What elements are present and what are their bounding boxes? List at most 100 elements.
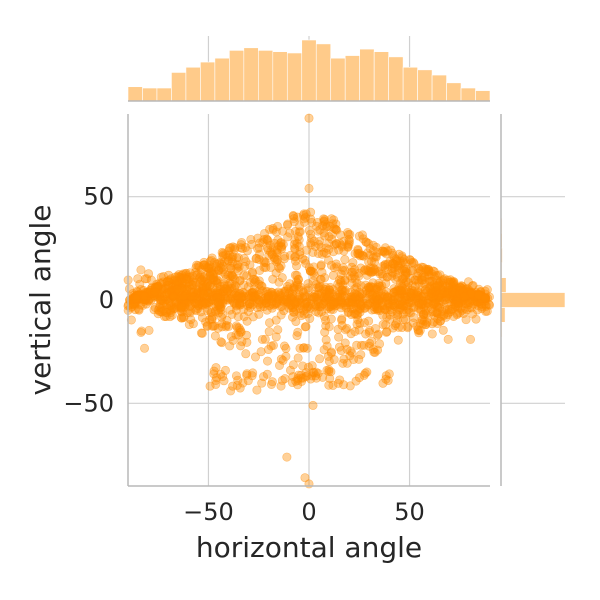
scatter-point (481, 301, 491, 311)
scatter-point (172, 284, 182, 294)
scatter-point (262, 305, 272, 315)
scatter-point (188, 319, 198, 329)
scatter-point (324, 322, 334, 332)
scatter-point (292, 331, 302, 341)
scatter-point (313, 368, 323, 378)
scatter-point (250, 352, 260, 362)
scatter-point (364, 316, 374, 326)
scatter-point (320, 273, 330, 283)
scatter-point (334, 275, 344, 285)
top-hist-bar (301, 39, 317, 102)
scatter-point (339, 354, 349, 364)
scatter-point (335, 238, 345, 248)
scatter-point (244, 299, 254, 309)
scatter-point (367, 290, 377, 300)
scatter-point (254, 255, 264, 265)
scatter-point (397, 253, 407, 263)
scatter-point (142, 274, 152, 284)
scatter-point (309, 270, 319, 280)
x-axis-label: horizontal angle (196, 531, 422, 564)
scatter-point (216, 337, 226, 347)
scatter-point (218, 261, 228, 271)
scatter-point (178, 313, 188, 323)
scatter-point (221, 283, 231, 293)
scatter-point (350, 289, 360, 299)
scatter-point (160, 312, 170, 322)
scatter-point (217, 247, 227, 257)
scatter-point (131, 294, 141, 304)
scatter-point (347, 278, 357, 288)
scatter-point (253, 244, 263, 254)
scatter-point (328, 270, 338, 280)
top-hist-bar (258, 50, 274, 102)
y-tick-label: 0 (99, 286, 114, 314)
scatter-point (218, 250, 228, 260)
scatter-point (133, 274, 143, 284)
scatter-point (303, 362, 313, 372)
scatter-point (251, 276, 261, 286)
scatter-point (314, 308, 324, 318)
top-hist-bar (373, 51, 389, 102)
scatter-point (311, 371, 321, 381)
scatter-point (216, 302, 226, 312)
scatter-point (234, 323, 244, 333)
scatter-point (208, 270, 218, 280)
scatter-point (211, 276, 221, 286)
scatter-point (289, 308, 299, 318)
scatter-point (353, 315, 363, 325)
scatter-point (364, 327, 374, 337)
scatter-point (306, 207, 316, 217)
scatter-point (401, 259, 411, 269)
scatter-point (374, 278, 384, 288)
scatter-point (288, 360, 298, 370)
scatter-point (455, 282, 465, 292)
scatter-point (301, 258, 311, 268)
scatter-point (285, 279, 295, 289)
scatter-point (266, 287, 276, 297)
scatter-point (236, 327, 246, 337)
scatter-point (414, 278, 424, 288)
scatter-point (191, 284, 201, 294)
scatter-point (388, 259, 398, 269)
scatter-point (241, 242, 251, 252)
scatter-point (211, 262, 221, 272)
scatter-point (393, 335, 403, 345)
scatter-point (409, 313, 419, 323)
scatter-point (349, 355, 359, 365)
y-axis-label: vertical angle (24, 205, 57, 396)
scatter-point (455, 308, 465, 318)
scatter-point (324, 244, 334, 254)
scatter-points (123, 113, 495, 489)
scatter-point (373, 345, 383, 355)
scatter-point (248, 312, 258, 322)
scatter-point (321, 335, 331, 345)
scatter-point (165, 312, 175, 322)
scatter-point (334, 332, 344, 342)
scatter-point (221, 274, 231, 284)
scatter-point (271, 332, 281, 342)
scatter-point (124, 284, 134, 294)
scatter-point (353, 305, 363, 315)
scatter-point (281, 343, 291, 353)
scatter-point (271, 315, 281, 325)
scatter-point (443, 283, 453, 293)
scatter-point (265, 240, 275, 250)
scatter-point (304, 183, 314, 193)
scatter-point (300, 255, 310, 265)
scatter-point (299, 214, 309, 224)
scatter-point (299, 287, 309, 297)
scatter-point (210, 331, 220, 341)
scatter-point (385, 310, 395, 320)
scatter-point (198, 289, 208, 299)
scatter-point (177, 303, 187, 313)
scatter-point (254, 243, 264, 253)
scatter-point (276, 238, 286, 248)
scatter-point (213, 305, 223, 315)
scatter-point (226, 386, 236, 396)
scatter-point (466, 334, 476, 344)
scatter-point (227, 252, 237, 262)
top-hist-bar (229, 50, 245, 102)
y-tick-label: −50 (63, 389, 114, 417)
scatter-point (395, 264, 405, 274)
